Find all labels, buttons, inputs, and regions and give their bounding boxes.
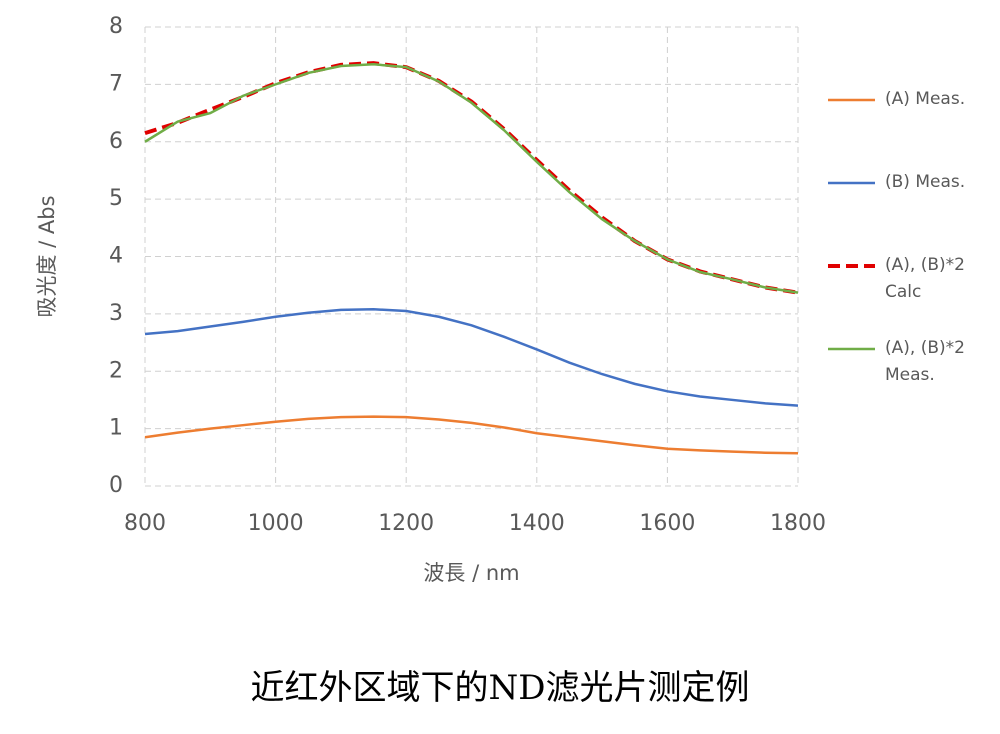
x-tick-label: 800: [124, 511, 166, 536]
series-line: [144, 308, 799, 407]
legend-label: (A), (B)*2 Meas.: [885, 338, 965, 385]
y-tick-label: 6: [109, 129, 123, 154]
x-tick-label: 1000: [248, 511, 304, 536]
y-tick-label: 3: [109, 301, 123, 326]
x-tick-label: 1600: [639, 511, 695, 536]
y-tick-label: 0: [109, 473, 123, 498]
x-axis-label: 波長 / nm: [423, 561, 519, 585]
legend-label: (A), (B)*2 Calc: [885, 255, 965, 302]
y-tick-label: 4: [109, 244, 123, 269]
x-tick-label: 1400: [509, 511, 565, 536]
series-line: [144, 415, 799, 455]
y-axis-label: 吸光度 / Abs: [35, 195, 59, 317]
y-tick-label: 7: [109, 71, 123, 96]
legend-label: (B) Meas.: [885, 172, 966, 192]
y-tick-label: 8: [109, 14, 123, 39]
caption: 近红外区域下的ND滤光片测定例: [250, 668, 750, 708]
series-line: [144, 63, 799, 294]
x-tick-label: 1800: [770, 511, 826, 536]
y-tick-label: 5: [109, 186, 123, 211]
y-tick-label: 1: [109, 416, 123, 441]
series-line: [144, 61, 799, 295]
y-tick-label: 2: [109, 358, 123, 383]
x-tick-label: 1200: [378, 511, 434, 536]
legend-label: (A) Meas.: [885, 89, 966, 109]
